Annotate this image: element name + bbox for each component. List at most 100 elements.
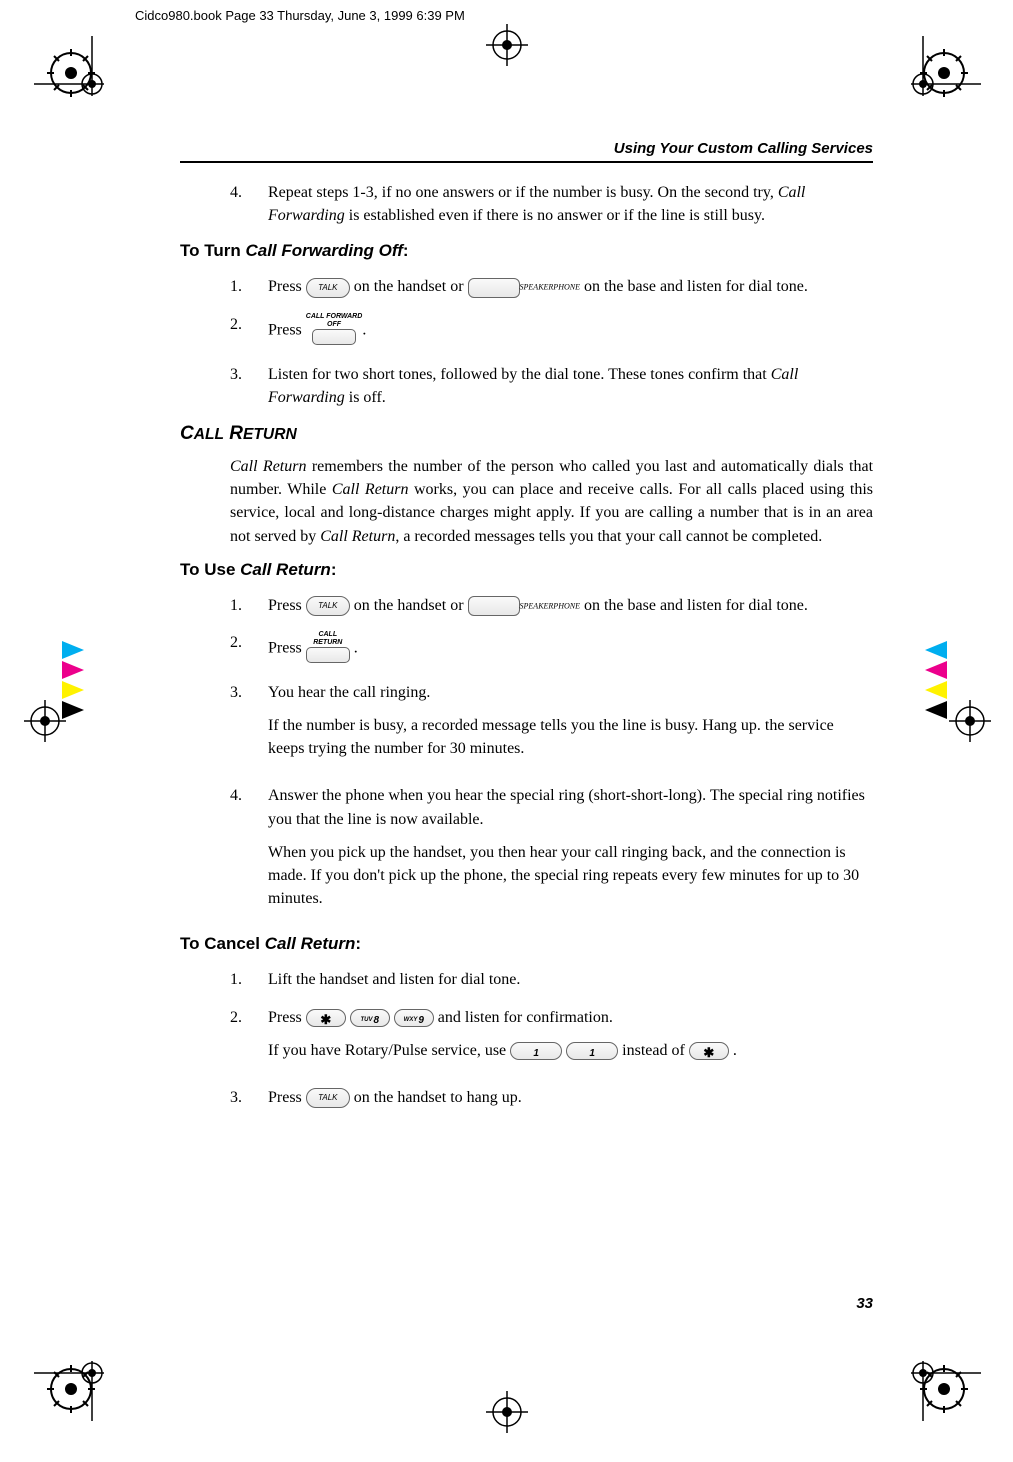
step-number: 2. <box>230 631 268 667</box>
step-number: 1. <box>230 968 268 991</box>
text: When you pick up the handset, you then h… <box>268 841 873 911</box>
dial-star-button-icon: ✱ <box>689 1042 729 1060</box>
step-fwd-off-2: 2. Press CALL FORWARD OFF . <box>230 313 873 349</box>
talk-button-icon: TALK <box>306 278 350 298</box>
step-number: 3. <box>230 681 268 771</box>
heading-post: : <box>331 560 337 579</box>
step-number: 3. <box>230 363 268 409</box>
speakerphone-button-icon <box>468 278 520 298</box>
gear-mark-bottom-left <box>44 1362 98 1416</box>
smallcaps: ALL <box>194 426 224 443</box>
text: on the handset or <box>354 278 468 295</box>
color-bars-left <box>62 640 90 720</box>
heading-pre: To Turn <box>180 241 245 260</box>
step-number: 1. <box>230 594 268 617</box>
page-content: Using Your Custom Calling Services 4. Re… <box>180 140 873 1123</box>
crop-mark-top-right <box>871 36 981 151</box>
text: Lift the handset and listen for dial ton… <box>268 971 520 988</box>
crop-mark-bottom-right <box>871 1311 981 1426</box>
label-line1: CALL <box>306 631 350 638</box>
talk-button-icon: TALK <box>306 1088 350 1108</box>
step-use-cr-1: 1. Press TALK on the handset or SPEAKERP… <box>230 594 873 617</box>
dial-8-button-icon: TUV8 <box>350 1009 390 1027</box>
text: Press <box>268 640 306 657</box>
step-4-forwarding: 4. Repeat steps 1-3, if no one answers o… <box>230 181 873 227</box>
book-header-line: Cidco980.book Page 33 Thursday, June 3, … <box>135 8 465 23</box>
text: Press <box>268 278 306 295</box>
text: . <box>354 640 358 657</box>
gear-mark-bottom-right <box>917 1362 971 1416</box>
page-number: 33 <box>856 1295 873 1312</box>
heading-em: Call Return <box>265 934 356 953</box>
text: Answer the phone when you hear the speci… <box>268 784 873 830</box>
gear-mark-top-left <box>44 46 98 100</box>
step-number: 2. <box>230 313 268 349</box>
text: Press <box>268 321 306 338</box>
step-text: Listen for two short tones, followed by … <box>268 366 798 406</box>
text: Press <box>268 597 306 614</box>
running-header: Using Your Custom Calling Services <box>180 140 873 161</box>
crop-mark-bottom-left <box>34 1311 144 1426</box>
header-rule <box>180 161 873 163</box>
registration-mark-left <box>24 700 66 747</box>
text: and listen for confirmation. <box>438 1009 613 1026</box>
speakerphone-label: SPEAKERPHONE <box>520 601 580 610</box>
label-line2: RETURN <box>306 639 350 646</box>
speakerphone-label: SPEAKERPHONE <box>520 283 580 292</box>
gear-mark-top-right <box>917 46 971 100</box>
call-return-button-icon: CALL RETURN <box>306 631 350 667</box>
step-number: 2. <box>230 1006 268 1072</box>
step-text: Repeat steps 1-3, if no one answers or i… <box>268 184 805 224</box>
dial-star-button-icon: ✱ <box>306 1009 346 1027</box>
step-use-cr-3: 3. You hear the call ringing. If the num… <box>230 681 873 771</box>
registration-mark-right <box>949 700 991 747</box>
step-use-cr-4: 4. Answer the phone when you hear the sp… <box>230 784 873 920</box>
heading-pre: To Cancel <box>180 934 265 953</box>
registration-mark-bottom <box>486 1391 528 1438</box>
call-return-description: Call Return remembers the number of the … <box>230 455 873 548</box>
heading-em: Call Return <box>240 560 331 579</box>
dial-1-button-icon: 1 <box>510 1042 562 1060</box>
smallcaps: ETURN <box>243 426 297 443</box>
step-number: 1. <box>230 275 268 298</box>
step-number: 4. <box>230 784 268 920</box>
text: on the handset to hang up. <box>354 1089 522 1106</box>
text: You hear the call ringing. <box>268 681 873 704</box>
step-cancel-1: 1. Lift the handset and listen for dial … <box>230 968 873 991</box>
label-line2: OFF <box>306 321 363 328</box>
text: on the base and listen for dial tone. <box>584 278 808 295</box>
registration-mark-top <box>486 24 528 71</box>
step-number: 3. <box>230 1086 268 1109</box>
step-number: 4. <box>230 181 268 227</box>
heading-em: Call Forwarding Off <box>245 241 402 260</box>
color-bars-right <box>925 640 953 720</box>
crop-mark-top-left <box>34 36 144 151</box>
label-line1: CALL FORWARD <box>306 313 363 320</box>
text: on the base and listen for dial tone. <box>584 597 808 614</box>
heading-turn-forwarding-off: To Turn Call Forwarding Off: <box>180 241 873 261</box>
text: . <box>733 1042 737 1059</box>
step-fwd-off-1: 1. Press TALK on the handset or SPEAKERP… <box>230 275 873 298</box>
heading-pre: To Use <box>180 560 240 579</box>
call-forward-off-button-icon: CALL FORWARD OFF <box>306 313 363 349</box>
text: If you have Rotary/Pulse service, use <box>268 1042 510 1059</box>
text: If the number is busy, a recorded messag… <box>268 714 873 760</box>
heading-post: : <box>355 934 361 953</box>
text: on the handset or <box>354 597 468 614</box>
heading-post: : <box>403 241 409 260</box>
step-use-cr-2: 2. Press CALL RETURN . <box>230 631 873 667</box>
text: Press <box>268 1089 306 1106</box>
heading-use-call-return: To Use Call Return: <box>180 560 873 580</box>
speakerphone-button-icon <box>468 596 520 616</box>
text: instead of <box>622 1042 689 1059</box>
step-cancel-2: 2. Press ✱ TUV8 WXY9 and listen for conf… <box>230 1006 873 1072</box>
step-fwd-off-3: 3. Listen for two short tones, followed … <box>230 363 873 409</box>
heading-cancel-call-return: To Cancel Call Return: <box>180 934 873 954</box>
dial-9-button-icon: WXY9 <box>394 1009 434 1027</box>
cap: C <box>180 423 194 444</box>
heading-call-return: CALL RETURN <box>180 423 873 445</box>
cap: R <box>224 423 243 444</box>
step-cancel-3: 3. Press TALK on the handset to hang up. <box>230 1086 873 1109</box>
text: . <box>362 321 366 338</box>
dial-1-button-icon: 1 <box>566 1042 618 1060</box>
